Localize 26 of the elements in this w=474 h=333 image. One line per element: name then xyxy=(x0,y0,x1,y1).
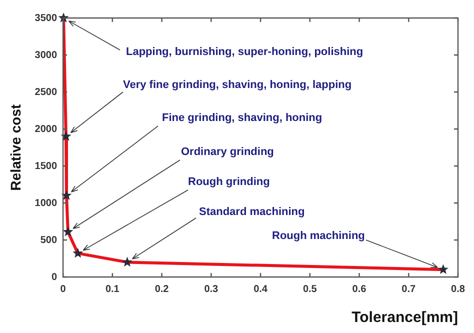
x-axis-title: Tolerance[mm] xyxy=(352,309,458,326)
x-tick-label: 0.4 xyxy=(254,284,268,295)
y-tick-label: 3000 xyxy=(34,50,58,61)
x-tick-label: 0 xyxy=(60,284,66,295)
annotation: Rough machining xyxy=(272,230,365,242)
y-tick-label: 1000 xyxy=(34,198,58,209)
annotation: Standard machining xyxy=(199,206,305,218)
annotation: Rough grinding xyxy=(188,176,270,188)
y-axis-title: Relative cost xyxy=(7,104,24,191)
x-tick-label: 0.6 xyxy=(352,284,367,295)
annotation: Ordinary grinding xyxy=(181,146,274,158)
annotation: Fine grinding, shaving, honing xyxy=(162,112,322,124)
y-tick-label: 2500 xyxy=(34,86,58,98)
y-tick-label: 0 xyxy=(51,272,58,283)
y-tick-label: 2000 xyxy=(34,124,58,135)
annotation: Lapping, burnishing, super-honing, polishing xyxy=(126,46,364,58)
x-tick-label: 0.8 xyxy=(451,284,466,295)
x-tick-label: 0.1 xyxy=(105,284,120,295)
x-tick-label: 0.2 xyxy=(154,284,170,295)
y-tick-label: 3500 xyxy=(34,12,58,24)
x-tick-label: 0.7 xyxy=(402,284,416,295)
annotation: Very fine grinding, shaving, honing, lapping xyxy=(123,79,352,92)
y-tick-label: 1500 xyxy=(34,160,58,172)
x-tick-label: 0.5 xyxy=(302,284,318,295)
y-tick-label: 500 xyxy=(40,234,58,246)
x-tick-label: 0.3 xyxy=(204,284,219,295)
